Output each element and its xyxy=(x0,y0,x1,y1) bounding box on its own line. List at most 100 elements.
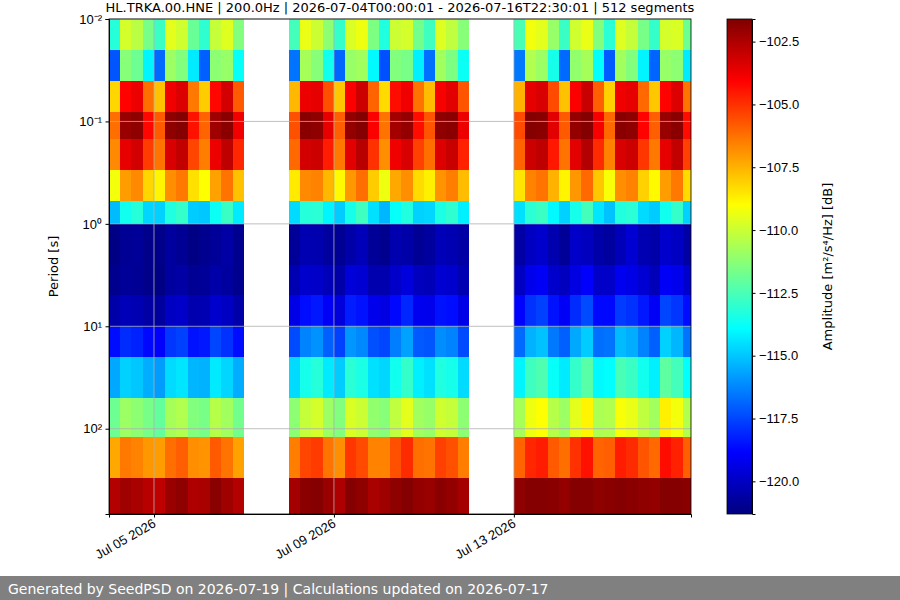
cell xyxy=(401,437,413,478)
cell xyxy=(446,50,458,81)
cell xyxy=(683,224,691,265)
cell xyxy=(176,139,188,170)
cell xyxy=(379,19,391,50)
cell xyxy=(593,81,605,112)
cell xyxy=(165,19,177,50)
y-tick-label: 10⁻² xyxy=(79,12,102,27)
cell xyxy=(210,139,222,170)
cell xyxy=(570,139,582,170)
cell xyxy=(210,19,222,50)
cell xyxy=(120,398,132,437)
colorbar-tick-label: −120.0 xyxy=(759,474,799,489)
cell xyxy=(311,139,323,170)
cell xyxy=(536,265,548,296)
cell xyxy=(176,201,188,224)
cell xyxy=(300,295,312,326)
cell xyxy=(165,81,177,112)
cell xyxy=(188,201,200,224)
cell xyxy=(683,478,691,514)
footer: Generated by SeedPSD on 2026-07-19 | Cal… xyxy=(8,581,549,598)
cell xyxy=(368,112,380,140)
cell xyxy=(424,398,436,437)
cell xyxy=(548,437,560,478)
cell xyxy=(300,50,312,81)
cell xyxy=(199,357,211,398)
cell xyxy=(120,112,132,140)
cell xyxy=(604,357,616,398)
cell xyxy=(660,357,672,398)
cell xyxy=(368,478,380,514)
cell xyxy=(165,224,177,265)
cell xyxy=(356,437,368,478)
cell xyxy=(188,478,200,514)
cell xyxy=(446,265,458,296)
cell xyxy=(334,265,346,296)
cell xyxy=(581,295,593,326)
cell xyxy=(289,139,301,170)
colorbar-tick: −112.5 xyxy=(752,286,798,301)
cell xyxy=(165,357,177,398)
cell xyxy=(604,19,616,50)
cell xyxy=(525,326,537,357)
cell xyxy=(536,81,548,112)
cell xyxy=(413,398,425,437)
cell xyxy=(379,201,391,224)
x-tick-label: Jul 09 2026 xyxy=(272,516,338,563)
cell xyxy=(154,81,166,112)
cell xyxy=(435,170,447,201)
cell xyxy=(323,295,335,326)
grid-line-x xyxy=(513,19,514,514)
cell xyxy=(143,357,155,398)
grid-line-y xyxy=(109,223,691,224)
cell xyxy=(390,224,402,265)
cell xyxy=(289,478,301,514)
cell xyxy=(525,357,537,398)
cell xyxy=(604,437,616,478)
cell xyxy=(649,170,661,201)
cell xyxy=(334,437,346,478)
cell xyxy=(323,478,335,514)
cell xyxy=(356,265,368,296)
cell xyxy=(143,295,155,326)
cell xyxy=(154,326,166,357)
cell xyxy=(649,201,661,224)
cell xyxy=(323,19,335,50)
cell xyxy=(323,201,335,224)
cell xyxy=(424,224,436,265)
cell xyxy=(188,437,200,478)
cell xyxy=(424,295,436,326)
cell xyxy=(593,139,605,170)
y-tick-mark xyxy=(106,326,110,327)
cell xyxy=(390,112,402,140)
cell xyxy=(649,224,661,265)
x-tick-label: Jul 05 2026 xyxy=(93,516,159,563)
cell xyxy=(323,326,335,357)
cell xyxy=(154,295,166,326)
cell xyxy=(559,201,571,224)
cell xyxy=(345,265,357,296)
cell xyxy=(671,437,683,478)
y-tick-mark xyxy=(106,121,110,122)
cell xyxy=(514,201,526,224)
cell xyxy=(165,112,177,140)
cell xyxy=(435,265,447,296)
cell xyxy=(300,398,312,437)
cell xyxy=(199,170,211,201)
cell xyxy=(413,326,425,357)
cell xyxy=(154,265,166,296)
cell xyxy=(109,19,121,50)
cell xyxy=(289,398,301,437)
cell xyxy=(649,139,661,170)
cell xyxy=(615,478,627,514)
y-tick: 10⁰ xyxy=(83,217,109,232)
cell xyxy=(525,224,537,265)
cell xyxy=(559,19,571,50)
cell xyxy=(356,224,368,265)
cell xyxy=(334,326,346,357)
cell xyxy=(671,357,683,398)
cell xyxy=(626,139,638,170)
cell xyxy=(233,326,245,357)
cell xyxy=(559,139,571,170)
cell xyxy=(638,326,650,357)
cell xyxy=(311,326,323,357)
